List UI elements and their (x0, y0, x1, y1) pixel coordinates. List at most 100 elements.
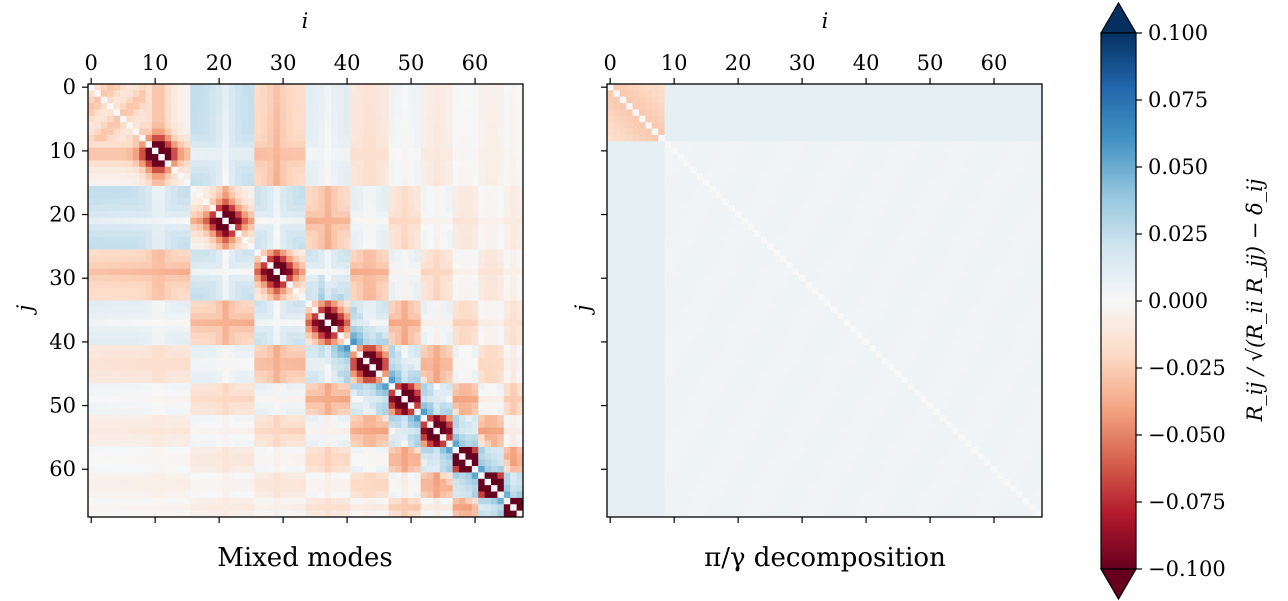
heatmap-cell (151, 249, 159, 257)
heatmap-cell (830, 90, 838, 98)
heatmap-cell (305, 345, 313, 352)
heatmap-cell (273, 287, 281, 295)
heatmap-cell (516, 338, 524, 346)
heatmap-cell (516, 357, 524, 365)
heatmap-cell (88, 434, 95, 441)
heatmap-cell (286, 128, 294, 136)
heatmap-cell (318, 338, 326, 346)
heatmap-cell (696, 96, 704, 104)
heatmap-cell (88, 249, 95, 257)
heatmap-cell (407, 154, 415, 161)
heatmap-cell (164, 351, 172, 359)
heatmap-cell (356, 275, 364, 282)
heatmap-cell (318, 319, 326, 327)
heatmap-cell (388, 236, 396, 244)
heatmap-cell (459, 268, 466, 276)
heatmap-cell (119, 453, 127, 461)
heatmap-cell (375, 268, 383, 276)
heatmap-cell (407, 338, 415, 346)
heatmap-cell (119, 211, 127, 219)
heatmap-cell (997, 103, 1005, 110)
heatmap-cell (356, 262, 364, 270)
heatmap-cell (862, 103, 870, 110)
heatmap-cell (343, 166, 351, 174)
heatmap-cell (139, 103, 146, 110)
heatmap-cell (465, 364, 473, 371)
heatmap-cell (132, 351, 140, 359)
heatmap-cell (241, 198, 249, 206)
heatmap-cell (215, 396, 223, 403)
heatmap-cell (183, 224, 191, 231)
heatmap-cell (741, 90, 749, 98)
heatmap-cell (107, 357, 114, 365)
heatmap-cell (331, 472, 338, 480)
heatmap-cell (363, 268, 370, 276)
heatmap-cell (337, 217, 345, 225)
heatmap-cell (222, 485, 230, 492)
heatmap-cell (401, 338, 409, 346)
heatmap-cell (267, 510, 274, 518)
heatmap-cell (363, 249, 370, 257)
heatmap-cell (177, 204, 185, 212)
heatmap-cell (139, 440, 146, 448)
heatmap-cell (151, 160, 159, 168)
heatmap-cell (94, 338, 102, 346)
heatmap-cell (343, 415, 351, 422)
heatmap-cell (491, 491, 498, 499)
heatmap-cell (465, 485, 473, 492)
heatmap-cell (446, 128, 454, 136)
heatmap-cell (164, 115, 172, 123)
heatmap-cell (107, 160, 114, 168)
heatmap-cell (382, 198, 390, 206)
heatmap-cell (510, 217, 518, 225)
heatmap-cell (247, 90, 255, 98)
heatmap-cell (439, 115, 447, 123)
heatmap-cell (497, 440, 505, 448)
heatmap-cell (241, 504, 249, 512)
heatmap-cell (350, 478, 358, 486)
heatmap-cell (356, 357, 364, 365)
heatmap-cell (183, 440, 191, 448)
heatmap-cell (414, 351, 422, 359)
heatmap-cell (164, 268, 172, 276)
heatmap-cell (369, 427, 377, 435)
heatmap-cell (491, 306, 498, 314)
heatmap-cell (235, 313, 242, 321)
heatmap-cell (369, 160, 377, 168)
heatmap-cell (754, 84, 761, 91)
heatmap-cell (279, 154, 287, 161)
heatmap-cell (401, 396, 409, 403)
heatmap-cell (215, 313, 223, 321)
heatmap-cell (209, 478, 217, 486)
heatmap-cell (747, 96, 755, 104)
heatmap-cell (433, 402, 441, 410)
heatmap-cell (292, 396, 300, 403)
heatmap-cell (491, 204, 498, 212)
heatmap-cell (94, 134, 102, 142)
heatmap-cell (318, 364, 326, 371)
heatmap-cell (497, 351, 505, 359)
heatmap-cell (100, 243, 108, 250)
heatmap-cell (375, 262, 383, 270)
heatmap-cell (235, 103, 242, 110)
heatmap-cell (196, 396, 204, 403)
heatmap-cell (497, 370, 505, 378)
heatmap-cell (247, 300, 255, 308)
heatmap-cell (247, 268, 255, 276)
heatmap-cell (151, 103, 159, 110)
heatmap-cell (273, 389, 281, 397)
heatmap-cell (1003, 96, 1011, 104)
heatmap-cell (337, 338, 345, 346)
heatmap-cell (164, 497, 172, 505)
heatmap-cell (337, 300, 345, 308)
heatmap-cell (407, 306, 415, 314)
heatmap-cell (824, 109, 832, 117)
heatmap-cell (439, 383, 447, 391)
heatmap-cell (465, 179, 473, 187)
heatmap-cell (414, 166, 422, 174)
heatmap-cell (113, 179, 121, 187)
heatmap-cell (388, 173, 396, 180)
heatmap-cell (260, 440, 268, 448)
heatmap-cell (107, 134, 114, 142)
heatmap-cell (337, 122, 345, 129)
